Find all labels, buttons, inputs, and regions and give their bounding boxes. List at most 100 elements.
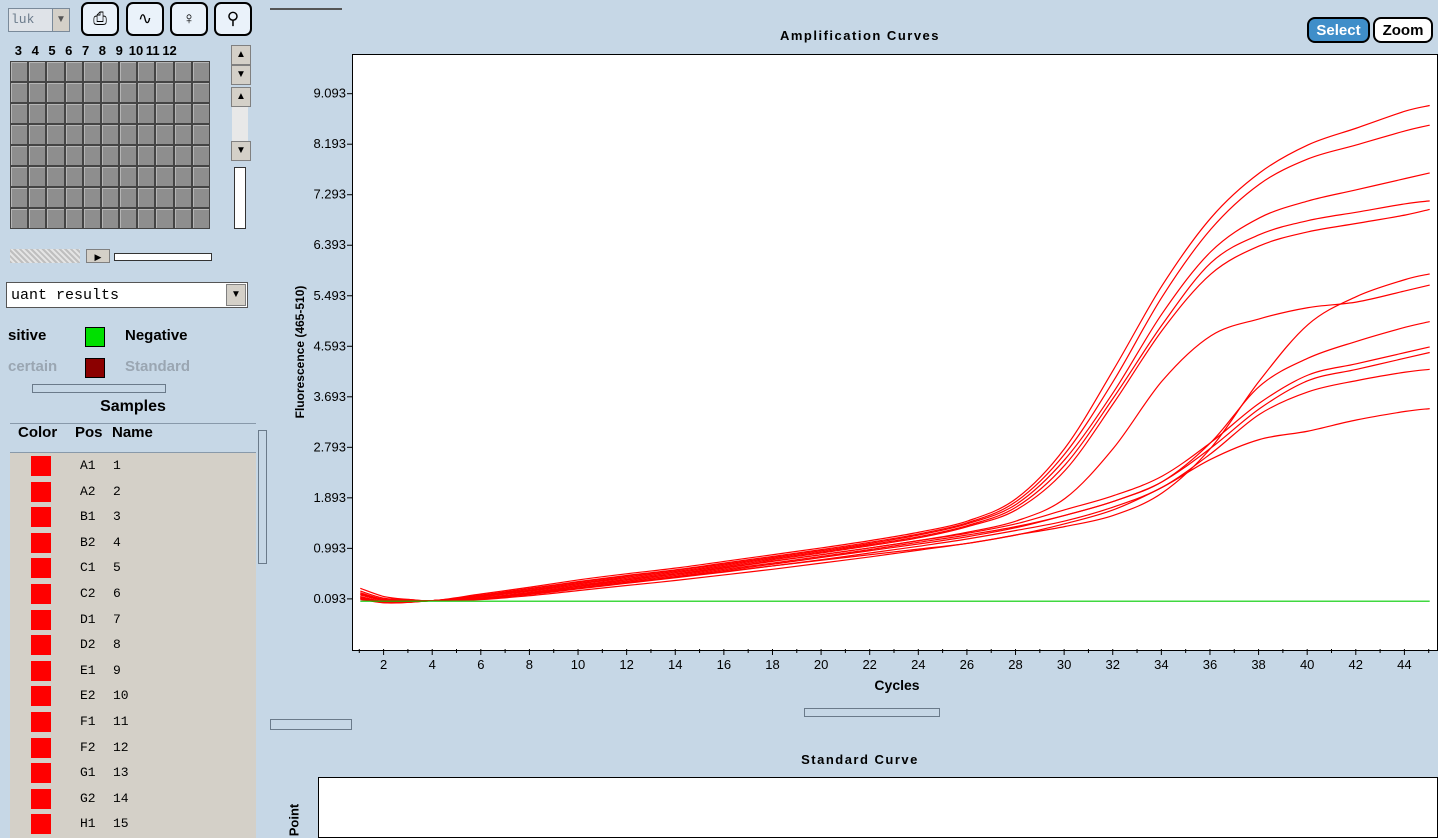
plate-well[interactable] xyxy=(120,188,137,207)
zoom-slider-horizontal[interactable] xyxy=(114,253,212,261)
table-row[interactable]: D1 7 xyxy=(10,607,256,633)
plate-well[interactable] xyxy=(101,62,119,81)
plate-well[interactable] xyxy=(138,104,155,123)
plate-vertical-scrollbar[interactable]: ▲ ▼ ▲ ▼ xyxy=(229,45,251,230)
standard-curve-plot[interactable] xyxy=(318,777,1438,838)
plate-well[interactable] xyxy=(65,146,82,165)
series-line-4[interactable] xyxy=(360,200,1430,602)
plate-well[interactable] xyxy=(65,209,82,228)
plate-well[interactable] xyxy=(192,62,209,81)
table-row[interactable]: H1 15 xyxy=(10,811,256,837)
plate-well[interactable] xyxy=(83,209,100,228)
table-row[interactable]: E1 9 xyxy=(10,658,256,684)
sample-color-swatch[interactable] xyxy=(31,583,51,604)
plate-well[interactable] xyxy=(11,104,28,123)
plate-well[interactable] xyxy=(120,125,137,144)
plate-well[interactable] xyxy=(174,209,191,228)
plate-well[interactable] xyxy=(156,167,173,186)
table-row[interactable]: C2 6 xyxy=(10,581,256,607)
plate-well[interactable] xyxy=(192,167,209,186)
panel-collapse-tab[interactable] xyxy=(270,719,352,730)
plate-column-7[interactable]: 7 xyxy=(81,43,90,58)
curve-icon[interactable]: ∿ xyxy=(126,2,164,36)
sample-color-swatch[interactable] xyxy=(31,737,51,758)
plate-well[interactable] xyxy=(83,83,100,102)
column-name[interactable]: Name xyxy=(112,424,153,441)
plate-well[interactable] xyxy=(120,167,137,186)
table-row[interactable]: F2 12 xyxy=(10,735,256,761)
plate-well[interactable] xyxy=(120,83,137,102)
zoom-button[interactable]: Zoom xyxy=(1373,17,1433,43)
series-line-10[interactable] xyxy=(360,351,1430,604)
plate-column-4[interactable]: 4 xyxy=(31,43,39,58)
plate-well[interactable] xyxy=(47,62,64,81)
plate-well[interactable] xyxy=(47,125,64,144)
plate-well[interactable] xyxy=(47,146,64,165)
plate-well[interactable] xyxy=(120,209,137,228)
sample-color-swatch[interactable] xyxy=(31,532,51,553)
scroll-track[interactable] xyxy=(10,249,80,263)
plate-well[interactable] xyxy=(29,188,46,207)
plate-well[interactable] xyxy=(120,104,137,123)
plate-column-12[interactable]: 12 xyxy=(162,43,177,58)
select-button[interactable]: Select xyxy=(1307,17,1370,43)
series-line-8[interactable] xyxy=(360,321,1430,603)
plate-well[interactable] xyxy=(29,104,46,123)
sample-color-swatch[interactable] xyxy=(31,456,51,476)
sample-color-swatch[interactable] xyxy=(31,481,51,502)
plate-well[interactable] xyxy=(192,209,209,228)
plate-well[interactable] xyxy=(47,209,64,228)
series-line-11[interactable] xyxy=(360,368,1430,604)
plate-well[interactable] xyxy=(192,188,209,207)
plate-column-3[interactable]: 3 xyxy=(14,43,23,58)
plate-well[interactable] xyxy=(138,188,155,207)
plate-column-10[interactable]: 10 xyxy=(128,43,144,58)
plate-well[interactable] xyxy=(156,188,173,207)
table-row[interactable]: G2 14 xyxy=(10,786,256,812)
plate-well[interactable] xyxy=(101,209,119,228)
plate-well[interactable] xyxy=(174,146,191,165)
column-pos[interactable]: Pos xyxy=(75,424,103,441)
table-row[interactable]: G1 13 xyxy=(10,760,256,786)
plate-well[interactable] xyxy=(174,125,191,144)
plate-well[interactable] xyxy=(83,167,100,186)
table-row[interactable]: E2 10 xyxy=(10,683,256,709)
scroll-up-icon[interactable]: ▲ xyxy=(231,87,251,107)
plate-well[interactable] xyxy=(101,125,119,144)
series-line-5[interactable] xyxy=(360,208,1430,602)
sample-color-swatch[interactable] xyxy=(31,558,51,579)
vertical-splitter[interactable] xyxy=(258,430,267,564)
plate-well[interactable] xyxy=(192,83,209,102)
plate-well[interactable] xyxy=(120,146,137,165)
sample-color-swatch[interactable] xyxy=(31,635,51,656)
add-sample-icon[interactable]: ♀ xyxy=(170,2,208,36)
plate-well[interactable] xyxy=(156,62,173,81)
sample-color-swatch[interactable] xyxy=(31,814,51,835)
table-row[interactable]: C1 5 xyxy=(10,555,256,581)
scroll-track[interactable] xyxy=(232,107,248,145)
series-line-2[interactable] xyxy=(360,124,1430,602)
plate-well[interactable] xyxy=(11,146,28,165)
table-row[interactable]: B1 3 xyxy=(10,504,256,530)
plate-well[interactable] xyxy=(83,104,100,123)
plate-well[interactable] xyxy=(11,62,28,81)
plate-well[interactable] xyxy=(156,104,173,123)
export-icon[interactable]: ⎙ xyxy=(81,2,119,36)
plate-well[interactable] xyxy=(156,83,173,102)
plate-well[interactable] xyxy=(83,125,100,144)
series-line-1[interactable] xyxy=(360,104,1430,602)
plate-well[interactable] xyxy=(138,83,155,102)
analysis-select[interactable]: uant results ▼ xyxy=(6,282,248,308)
plate-column-5[interactable]: 5 xyxy=(48,43,56,58)
plate-well[interactable] xyxy=(29,83,46,102)
plate-well[interactable] xyxy=(138,125,155,144)
sample-color-swatch[interactable] xyxy=(31,609,51,630)
plate-well[interactable] xyxy=(47,188,64,207)
plate-column-11[interactable]: 11 xyxy=(145,43,160,58)
plate-horizontal-scrollbar[interactable]: ▶ xyxy=(10,249,220,263)
plate-well[interactable] xyxy=(29,125,46,144)
zoom-slider[interactable] xyxy=(234,167,246,229)
plate-well[interactable] xyxy=(138,62,155,81)
plate-well[interactable] xyxy=(101,83,119,102)
scroll-top-icon[interactable]: ▲ xyxy=(231,45,251,65)
